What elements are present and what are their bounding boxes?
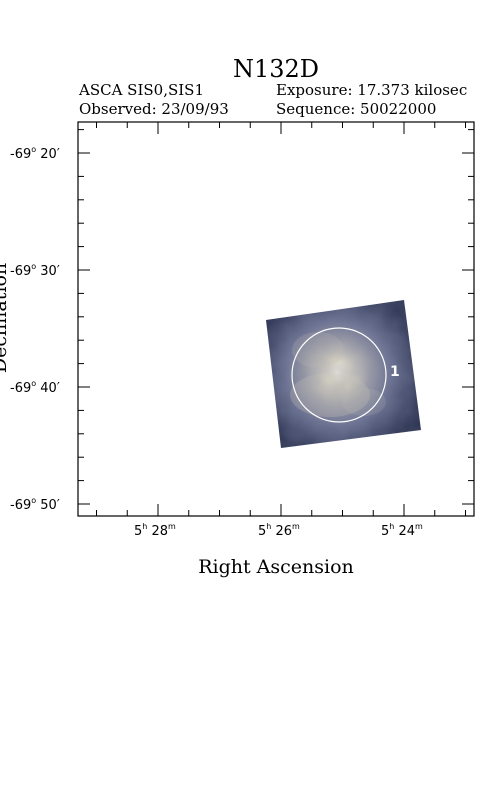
axis-ticks (78, 122, 474, 516)
y-tick-label-0: -69o 20′ (10, 145, 60, 162)
y-tick-label-3: -69o 50′ (10, 496, 60, 513)
sequence-label: Sequence: 50022000 (276, 100, 437, 118)
x-tick-label-1: 5h 26m (258, 522, 300, 539)
y-axis-title: Declination (0, 263, 11, 373)
plot-title: N132D (232, 55, 320, 83)
exposure-label: Exposure: 17.373 kilosec (276, 81, 468, 99)
x-tick-label-0: 5h 28m (134, 522, 176, 539)
x-axis-title: Right Ascension (198, 556, 354, 578)
observed-label: Observed: 23/09/93 (79, 100, 229, 118)
x-tick-label-2: 5h 24m (381, 522, 423, 539)
svg-text:-69o 20′: -69o 20′ (10, 145, 60, 162)
y-tick-label-1: -69o 30′ (10, 262, 60, 279)
svg-text:-69o 30′: -69o 30′ (10, 262, 60, 279)
source-region-circle[interactable] (291, 327, 387, 423)
instrument-label: ASCA SIS0,SIS1 (79, 81, 204, 99)
svg-text:5h 24m: 5h 24m (381, 522, 423, 539)
source-region-label: 1 (390, 364, 400, 380)
plot-frame (77, 121, 475, 517)
xray-exposure-image (266, 300, 421, 448)
svg-text:5h 26m: 5h 26m (258, 522, 300, 539)
svg-text:5h 28m: 5h 28m (134, 522, 176, 539)
svg-text:-69o 50′: -69o 50′ (10, 496, 60, 513)
svg-text:-69o 40′: -69o 40′ (10, 379, 60, 396)
y-tick-label-2: -69o 40′ (10, 379, 60, 396)
